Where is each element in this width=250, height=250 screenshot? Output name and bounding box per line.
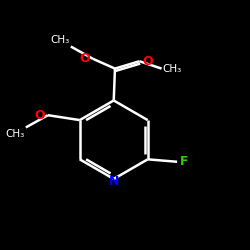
Text: N: N	[108, 175, 119, 188]
Text: O: O	[142, 55, 153, 68]
Text: O: O	[35, 109, 46, 122]
Text: CH₃: CH₃	[163, 64, 182, 74]
Text: O: O	[80, 52, 90, 64]
Text: CH₃: CH₃	[5, 129, 24, 139]
Text: CH₃: CH₃	[50, 35, 70, 45]
Text: F: F	[180, 155, 188, 168]
